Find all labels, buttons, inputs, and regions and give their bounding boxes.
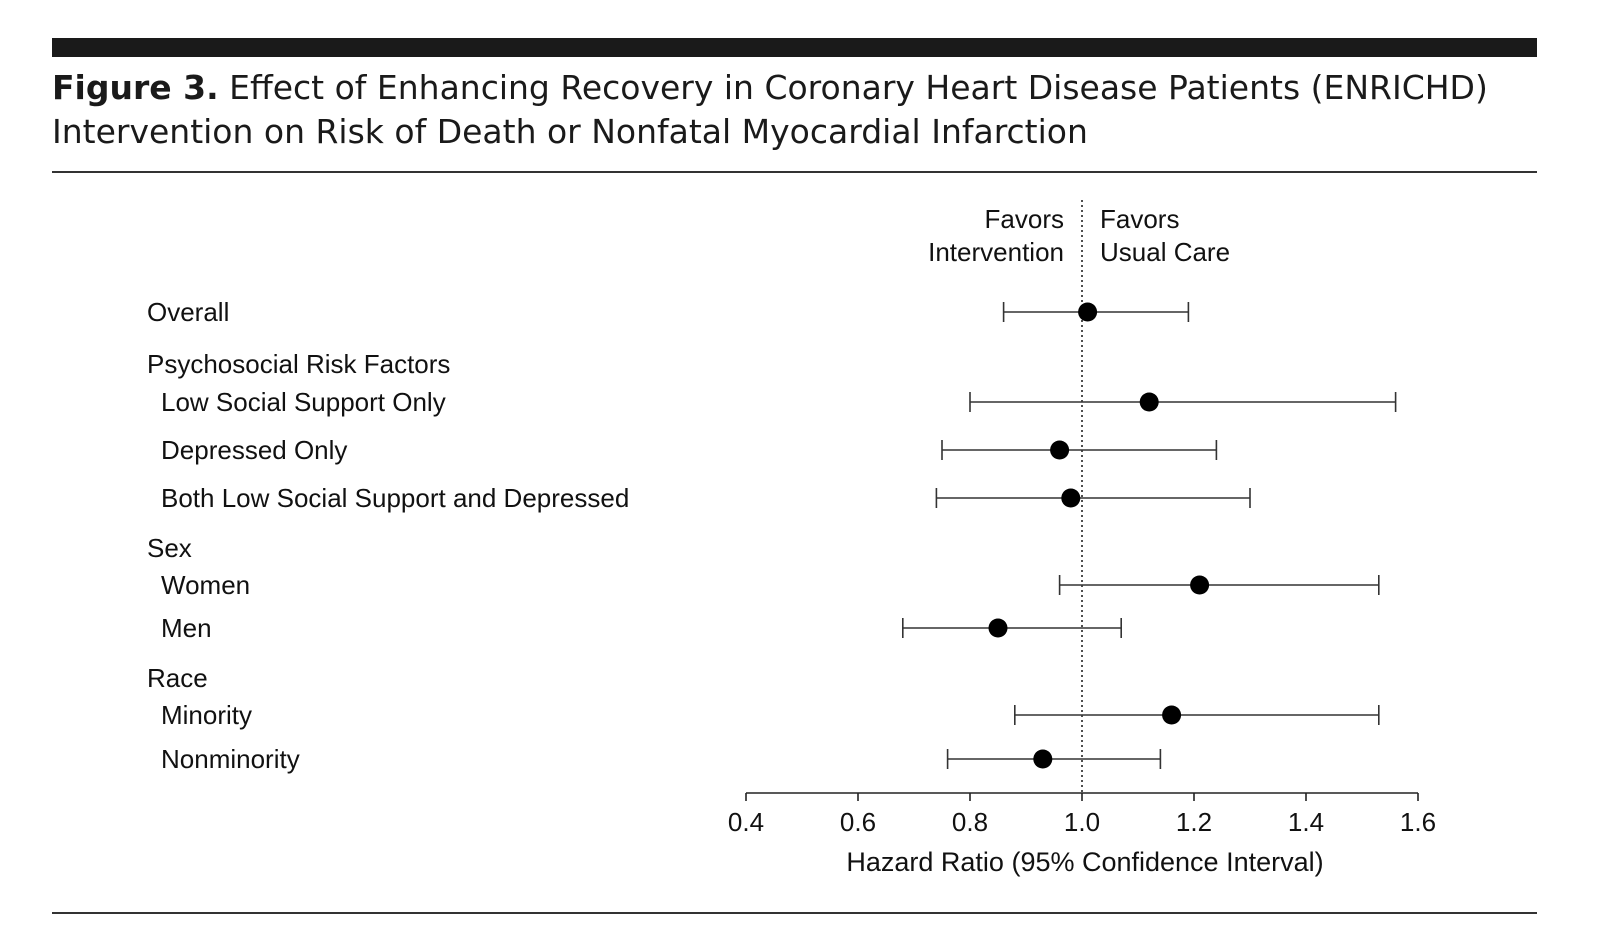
favors-intervention-label: Favors (985, 204, 1064, 234)
x-tick-label: 0.4 (728, 807, 764, 837)
favors-usual-care-label: Usual Care (1100, 237, 1230, 267)
hazard-ratio-point (1162, 705, 1182, 725)
bottom-rule (52, 912, 1537, 914)
hazard-ratio-point (1078, 302, 1098, 322)
title-rule (52, 171, 1537, 173)
x-tick-label: 0.8 (952, 807, 988, 837)
x-tick-label: 0.6 (840, 807, 876, 837)
group-header: Race (147, 663, 208, 693)
hazard-ratio-point (988, 618, 1008, 638)
hazard-ratio-point (1033, 749, 1053, 769)
row-label: Nonminority (161, 744, 300, 774)
hazard-ratio-point (1061, 488, 1081, 508)
row-label: Both Low Social Support and Depressed (161, 483, 629, 513)
hazard-ratio-point (1050, 440, 1070, 460)
x-tick-label: 1.6 (1400, 807, 1436, 837)
hazard-ratio-point (1190, 575, 1210, 595)
top-bar (52, 38, 1537, 57)
x-axis-title: Hazard Ratio (95% Confidence Interval) (846, 847, 1323, 877)
row-label: Low Social Support Only (161, 387, 446, 417)
figure-title: Figure 3. Effect of Enhancing Recovery i… (52, 66, 1537, 154)
figure-label: Figure 3. (52, 68, 219, 107)
x-tick-label: 1.0 (1064, 807, 1100, 837)
row-label: Women (161, 570, 250, 600)
row-label: Overall (147, 297, 229, 327)
x-tick-label: 1.4 (1288, 807, 1324, 837)
figure-title-text: Effect of Enhancing Recovery in Coronary… (52, 68, 1488, 151)
row-label: Men (161, 613, 212, 643)
favors-usual-care-label: Favors (1100, 204, 1179, 234)
group-header: Psychosocial Risk Factors (147, 349, 450, 379)
row-label: Minority (161, 700, 252, 730)
row-label: Depressed Only (161, 435, 347, 465)
favors-intervention-label: Intervention (928, 237, 1064, 267)
hazard-ratio-point (1139, 392, 1159, 412)
x-tick-label: 1.2 (1176, 807, 1212, 837)
group-header: Sex (147, 533, 192, 563)
